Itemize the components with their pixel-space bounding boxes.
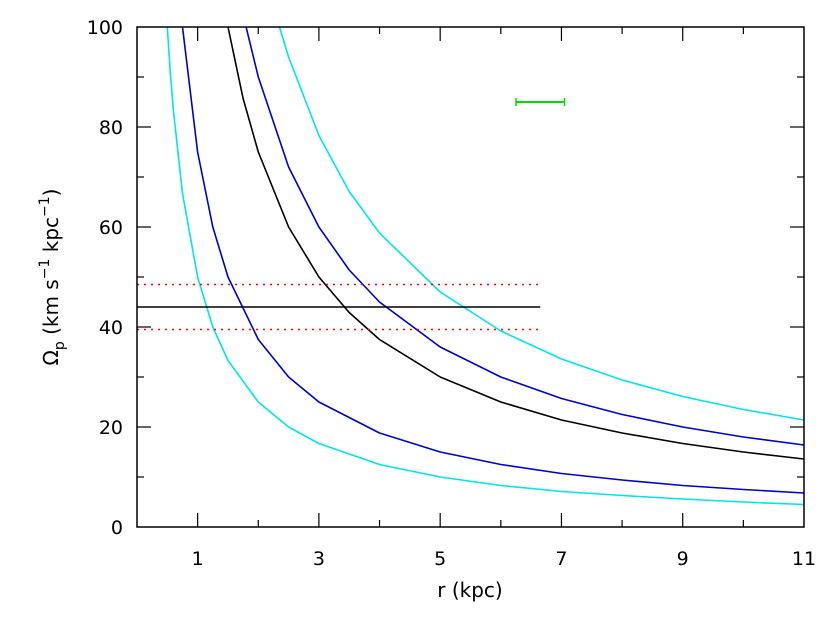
y-tick-label: 40	[99, 317, 123, 339]
x-tick-label: 1	[192, 548, 204, 570]
curve-line-3	[227, 27, 804, 460]
curve-series	[166, 27, 804, 506]
error-bar	[515, 98, 566, 106]
y-label-subscript: p	[52, 341, 68, 350]
horizontal-lines	[137, 283, 541, 331]
x-axis-label: r (kpc)	[437, 578, 502, 602]
curve-line-4	[245, 27, 804, 446]
y-label-close-paren: )	[39, 189, 63, 197]
y-tick-label: 20	[99, 417, 123, 439]
y-tick-label: 60	[99, 217, 123, 239]
curve-line-2	[181, 27, 804, 494]
y-axis-label: Ωp (km s−1 kpc−1)	[37, 189, 68, 366]
curve-line-1	[166, 27, 804, 506]
y-label-omega: Ω	[39, 350, 63, 365]
x-tick-label: 7	[555, 548, 567, 570]
x-tick-label: 3	[313, 548, 325, 570]
y-tick-label: 0	[111, 517, 123, 539]
x-tick-label: 5	[434, 548, 446, 570]
y-label-units-1: (km s	[39, 279, 63, 341]
plot-frame	[136, 26, 805, 528]
y-label-superscript-1: −1	[37, 259, 53, 280]
y-label-superscript-2: −1	[37, 196, 53, 217]
x-tick-label: 9	[677, 548, 689, 570]
y-tick-labels: 0 20 40 60 80 100	[87, 17, 123, 539]
y-tick-label: 80	[99, 117, 123, 139]
x-tick-labels: 1 3 5 7 9 11	[192, 548, 817, 570]
axis-ticks	[137, 27, 804, 527]
curve-line-5	[278, 27, 804, 421]
y-label-units-2: kpc	[39, 217, 63, 259]
x-tick-label: 11	[792, 548, 816, 570]
y-tick-label: 100	[87, 17, 123, 39]
